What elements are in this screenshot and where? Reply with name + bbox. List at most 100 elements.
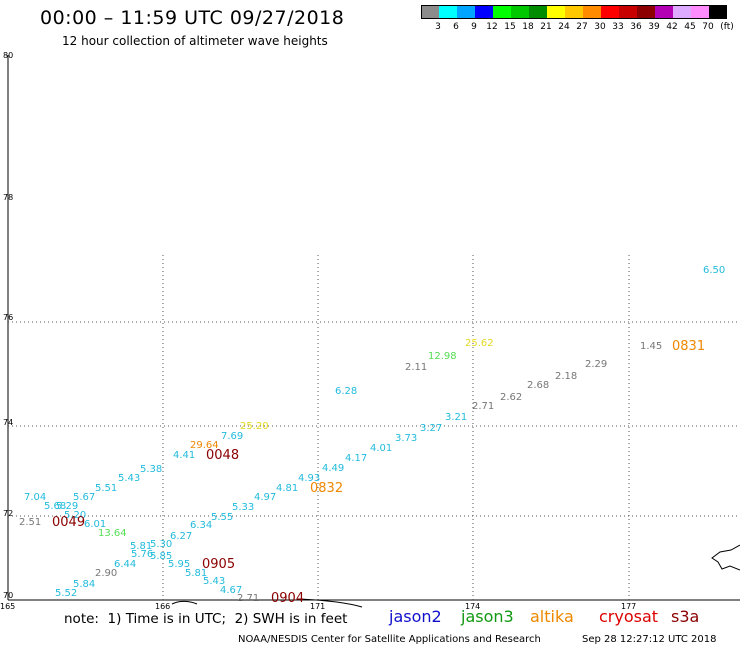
wave-height-label: 2.29 xyxy=(585,359,607,370)
scale-label: 6 xyxy=(453,22,459,32)
coastline xyxy=(711,544,740,571)
lat-label: 74 xyxy=(3,418,13,427)
wave-height-label: 2.18 xyxy=(555,371,577,382)
scale-swatch xyxy=(619,5,637,19)
wave-height-label: 2.68 xyxy=(527,380,549,391)
wave-height-label: 4.41 xyxy=(173,450,195,461)
wave-height-label: 4.97 xyxy=(254,492,276,503)
legend-item-cryosat: cryosat xyxy=(599,607,659,626)
wave-height-label: 4.67 xyxy=(220,585,242,596)
page-subtitle: 12 hour collection of altimeter wave hei… xyxy=(62,34,328,48)
wave-height-label: 4.49 xyxy=(322,463,344,474)
scale-swatch xyxy=(691,5,709,19)
scale-label: 42 xyxy=(666,22,678,32)
scale-swatch xyxy=(709,5,727,19)
scale-swatch xyxy=(637,5,655,19)
lat-label: 80 xyxy=(3,51,13,60)
lon-label: 171 xyxy=(310,602,325,611)
scale-label: 33 xyxy=(612,22,624,32)
wave-height-label: 5.76 xyxy=(131,549,153,560)
wave-height-label: 4.01 xyxy=(370,443,392,454)
wave-height-label: 2.71 xyxy=(472,401,494,412)
wave-height-label: 4.93 xyxy=(298,473,320,484)
pass-time-label: 0905 xyxy=(202,557,235,572)
scale-swatch xyxy=(457,5,475,19)
wave-height-label: 12.98 xyxy=(428,351,457,362)
scale-swatch xyxy=(493,5,511,19)
wave-height-label: 13.64 xyxy=(98,528,127,539)
scale-label: 45 xyxy=(684,22,696,32)
wave-height-label: 5.52 xyxy=(55,588,77,599)
coastline xyxy=(171,600,198,605)
pass-time-label: 0049 xyxy=(52,515,85,530)
wave-height-label: 6.50 xyxy=(703,265,725,276)
coastline xyxy=(299,598,363,608)
pass-time-label: 0048 xyxy=(206,448,239,463)
scale-label: 36 xyxy=(630,22,642,32)
wave-height-label: 2.71 xyxy=(237,593,259,604)
wave-height-label: 5.29 xyxy=(56,501,78,512)
legend-item-altika: altika xyxy=(530,607,574,626)
wave-height-label: 5.20 xyxy=(64,510,86,521)
scale-label: 3 xyxy=(435,22,441,32)
lon-label: 177 xyxy=(621,602,636,611)
scale-swatch xyxy=(565,5,583,19)
wave-height-label: 4.81 xyxy=(276,483,298,494)
wave-height-label: 5.55 xyxy=(211,512,233,523)
wave-height-label: 29.64 xyxy=(190,440,219,451)
lat-label: 70 xyxy=(3,591,13,600)
wave-height-label: 2.51 xyxy=(19,517,41,528)
scale-label: 12 xyxy=(486,22,498,32)
wave-height-label: 7.04 xyxy=(24,492,46,503)
scale-swatch xyxy=(475,5,493,19)
scale-swatch xyxy=(601,5,619,19)
wave-height-label: 5.43 xyxy=(118,473,140,484)
lon-label: 166 xyxy=(155,602,170,611)
wave-height-label: 1.45 xyxy=(640,341,662,352)
scale-label: 24 xyxy=(558,22,570,32)
footer-note: note: 1) Time is in UTC; 2) SWH is in fe… xyxy=(64,611,348,627)
legend-item-s3a: s3a xyxy=(671,607,700,626)
wave-height-label: 5.33 xyxy=(232,502,254,513)
scale-label: 27 xyxy=(576,22,588,32)
wave-height-label: 5.51 xyxy=(95,483,117,494)
scale-frame xyxy=(421,5,727,19)
wave-height-label: 4.17 xyxy=(345,453,367,464)
scale-label: 30 xyxy=(594,22,606,32)
lon-label: 174 xyxy=(465,602,480,611)
page-title: 00:00 – 11:59 UTC 09/27/2018 xyxy=(40,7,345,29)
scale-label: 18 xyxy=(522,22,534,32)
pass-time-label: 0831 xyxy=(672,339,705,354)
wave-height-label: 5.84 xyxy=(73,579,95,590)
lat-label: 78 xyxy=(3,193,13,202)
legend-item-jason3: jason3 xyxy=(461,607,514,626)
scale-label: 9 xyxy=(471,22,477,32)
scale-label: 15 xyxy=(504,22,516,32)
lat-label: 76 xyxy=(3,313,13,322)
scale-swatch xyxy=(547,5,565,19)
wave-height-label: 6.27 xyxy=(170,531,192,542)
generated-timestamp: Sep 28 12:27:12 UTC 2018 xyxy=(582,634,717,645)
scale-swatch xyxy=(673,5,691,19)
wave-height-label: 3.27 xyxy=(420,423,442,434)
wave-height-label: 5.67 xyxy=(73,492,95,503)
scale-label: 21 xyxy=(540,22,552,32)
scale-swatch xyxy=(529,5,547,19)
pass-time-label: 0832 xyxy=(310,481,343,496)
wave-height-label: 6.44 xyxy=(114,559,136,570)
wave-height-label: 3.21 xyxy=(445,412,467,423)
wave-height-label: 25.20 xyxy=(240,421,269,432)
wave-height-label: 6.01 xyxy=(84,519,106,530)
wave-height-label: 5.43 xyxy=(203,576,225,587)
pass-time-label: 0904 xyxy=(271,591,304,606)
wave-height-label: 2.62 xyxy=(500,392,522,403)
scale-swatch xyxy=(439,5,457,19)
wave-height-label: 5.85 xyxy=(150,551,172,562)
wave-height-label: 5.95 xyxy=(168,559,190,570)
wave-height-label: 5.30 xyxy=(150,539,172,550)
wave-height-label: 5.38 xyxy=(140,464,162,475)
scale-swatch xyxy=(511,5,529,19)
wave-height-label: 5.81 xyxy=(130,541,152,552)
scale-label: 70 xyxy=(702,22,714,32)
